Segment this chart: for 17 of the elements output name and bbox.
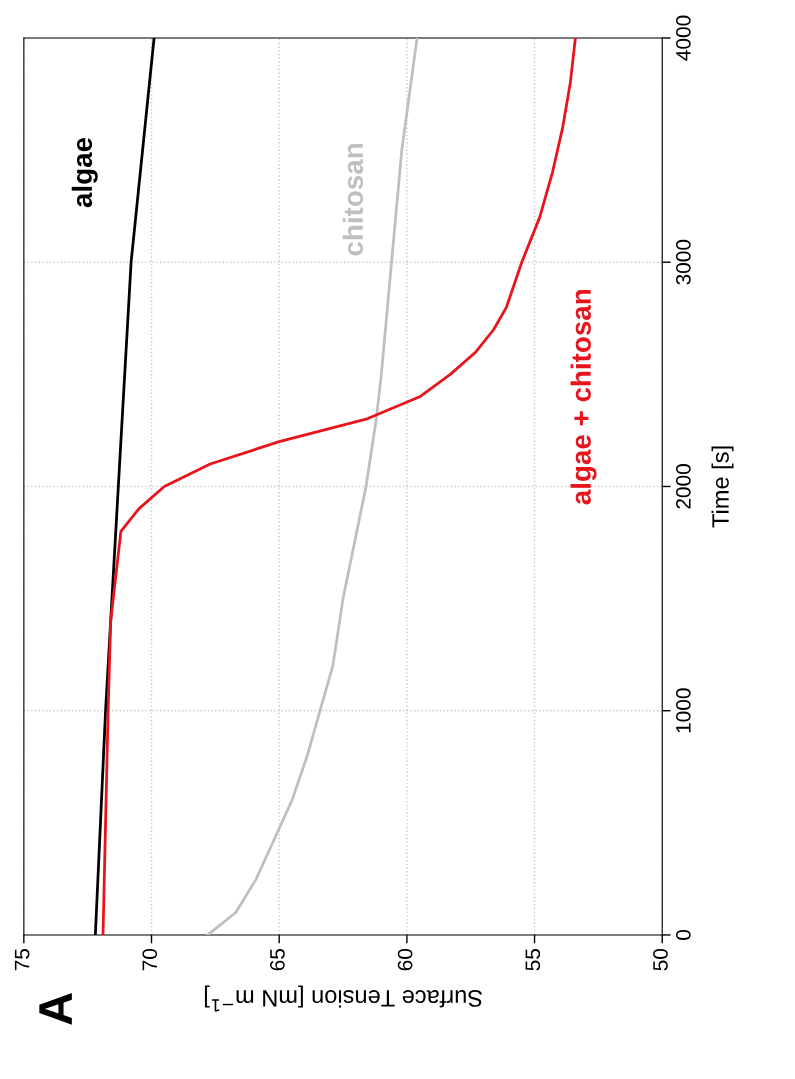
x-tick-label: 55 — [525, 949, 541, 971]
x-tick-label: 75 — [14, 949, 30, 971]
text: chitosan — [342, 144, 364, 256]
y-tick-label: 1000 — [675, 688, 691, 733]
x-tick-label: 65 — [270, 949, 285, 971]
y-tick-label: 0 — [675, 929, 691, 940]
x-tick-label: 70 — [142, 948, 158, 971]
x-axis-title: Surface Tension [mN m$^{−1}$] — [204, 985, 482, 1012]
text: algae + chitosan — [570, 290, 597, 505]
y-axis-title: Time [s] — [711, 446, 734, 528]
x-tick-label: 60 — [397, 948, 413, 971]
y-tick-label: 4000 — [675, 15, 691, 61]
text: algae — [71, 137, 98, 208]
y-tick-label: 3000 — [675, 239, 691, 285]
text: A — [39, 993, 72, 1025]
x-tick-label: 50 — [653, 948, 668, 971]
y-tick-label: 2000 — [675, 464, 691, 509]
